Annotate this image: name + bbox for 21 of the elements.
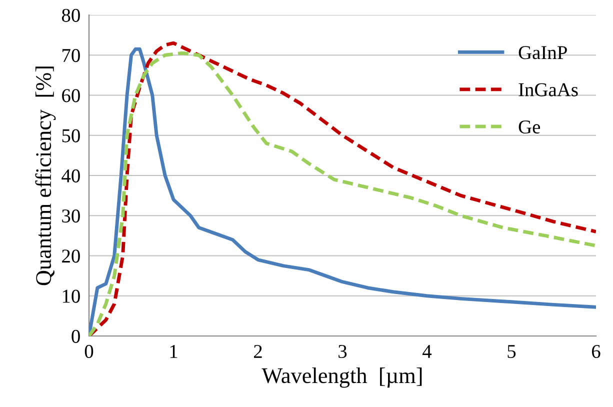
y-tick-label: 0 <box>72 330 80 343</box>
x-tick-label: 3 <box>338 344 347 358</box>
y-tick-label: 20 <box>62 250 80 263</box>
x-tick-label: 1 <box>170 344 178 358</box>
y-tick-label: 40 <box>62 169 80 182</box>
y-tick-label: 10 <box>62 290 80 303</box>
legend-label: Ge <box>518 120 540 134</box>
x-axis-title: Wavelength [µm] <box>262 368 422 388</box>
legend-label: GaInP <box>518 46 567 60</box>
y-tick-label: 50 <box>62 129 80 142</box>
x-tick-label: 0 <box>84 344 94 358</box>
y-tick-label: 30 <box>62 209 80 223</box>
x-tick-label: 5 <box>508 345 516 358</box>
x-tick-label: 2 <box>254 344 262 358</box>
y-axis-title: Quantum efficiency [%] <box>35 66 56 286</box>
x-tick-label: 6 <box>592 344 600 358</box>
y-tick-label: 80 <box>62 8 80 22</box>
legend-label: InGaAs <box>518 83 578 96</box>
y-tick-label: 70 <box>62 48 80 62</box>
y-tick-label: 60 <box>62 89 80 102</box>
x-tick-label: 4 <box>422 345 432 358</box>
